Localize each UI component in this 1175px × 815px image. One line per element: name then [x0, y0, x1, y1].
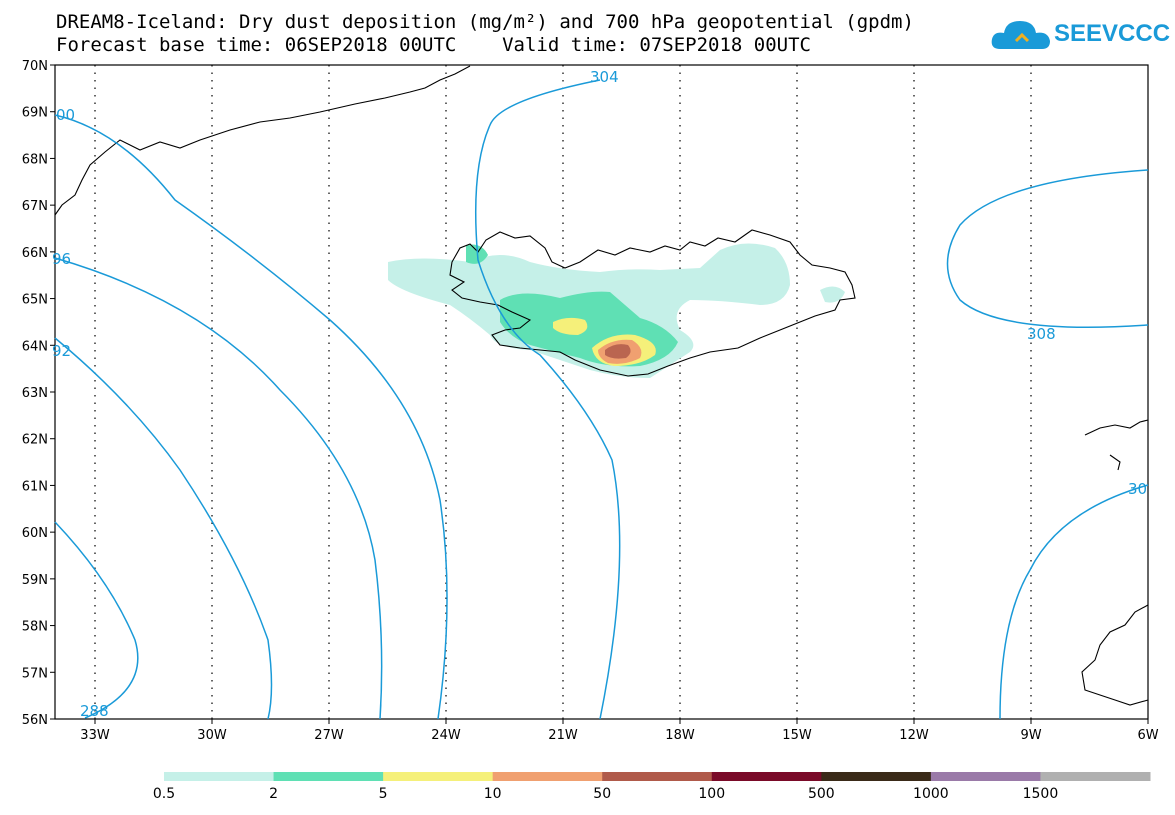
contour-292 [54, 337, 273, 720]
colorbar-label: 10 [483, 786, 502, 802]
contour-304 [475, 79, 621, 720]
contour-labels: 288 92 96 00 304 308 30 [52, 68, 1147, 720]
faroe-shetland-coast [1084, 419, 1149, 436]
colorbar-swatch [930, 772, 1041, 781]
coastlines [54, 65, 1149, 706]
lat-tick-label: 69N [22, 106, 48, 121]
seevccc-logo: SEEVCCC [990, 15, 1170, 55]
contour-300 [54, 114, 448, 720]
greenland-coastline [54, 65, 471, 216]
contour-label-304: 304 [590, 68, 619, 86]
lat-tick-label: 60N [22, 526, 48, 541]
lon-tick-label: 12W [899, 728, 929, 743]
iceland-coastline [449, 229, 856, 377]
contour-label-300-east: 30 [1128, 480, 1147, 498]
lon-tick-label: 18W [665, 728, 695, 743]
colorbar-swatch [1040, 772, 1151, 781]
contour-label-292: 92 [52, 342, 71, 360]
scotland-coastline [1081, 604, 1149, 706]
lat-tick-label: 70N [22, 59, 48, 74]
lat-tick-label: 59N [22, 573, 48, 588]
lat-tick-label: 57N [22, 666, 48, 681]
colorbar-swatch [383, 772, 494, 781]
plot-frame [54, 64, 1149, 720]
dust-deposition-field [388, 243, 845, 378]
logo-text: SEEVCCC [1054, 20, 1171, 47]
lat-tick-label: 68N [22, 152, 48, 167]
dust-area-50 [605, 344, 631, 359]
lon-tick-label: 30W [197, 728, 227, 743]
lat-tick-label: 67N [22, 199, 48, 214]
colorbar-label: 0.5 [152, 786, 176, 802]
lon-tick-label: 24W [431, 728, 461, 743]
lat-tick-label: 62N [22, 433, 48, 448]
cloud-icon [991, 21, 1050, 49]
contour-label-300: 00 [56, 106, 75, 124]
contour-308 [946, 169, 1149, 328]
contour-label-288: 288 [80, 702, 109, 720]
colorbar-label: 1000 [913, 786, 949, 802]
colorbar-swatch [602, 772, 713, 781]
dust-area-5-north [553, 317, 588, 335]
colorbar-swatch [492, 772, 603, 781]
lon-tick-label: 33W [80, 728, 110, 743]
latitude-axis: 70N 69N 68N 67N 66N 65N 64N 63N 62N 61N 60N 59N 58N 5… [22, 59, 55, 728]
lat-tick-label: 66N [22, 246, 48, 261]
colorbar-swatch [164, 772, 275, 781]
colorbar-label: 100 [698, 786, 726, 802]
contour-296 [54, 257, 383, 720]
colorbar [164, 772, 1151, 781]
shetland-coast [1109, 454, 1121, 471]
lat-tick-label: 61N [22, 479, 48, 494]
colorbar-swatch [273, 772, 384, 781]
lat-tick-label: 56N [22, 713, 48, 728]
contour-label-296: 96 [52, 250, 71, 268]
lon-tick-label: 6W [1137, 728, 1158, 743]
map-subtitle: Forecast base time: 06SEP2018 00UTC Vali… [56, 34, 811, 56]
lon-tick-label: 9W [1020, 728, 1041, 743]
contour-288 [54, 521, 139, 719]
lat-tick-label: 58N [22, 620, 48, 635]
geopotential-contours [54, 79, 1149, 720]
contour-300-east [999, 484, 1149, 720]
colorbar-label: 1500 [1022, 786, 1059, 802]
lon-tick-label: 21W [548, 728, 578, 743]
lon-tick-label: 15W [782, 728, 812, 743]
lat-tick-label: 65N [22, 293, 48, 308]
longitude-axis: 33W 30W 27W 24W 21W 18W 15W 12W 9W 6W [80, 719, 1159, 743]
contour-label-308: 308 [1027, 325, 1056, 343]
colorbar-swatch [821, 772, 932, 781]
lat-tick-label: 63N [22, 386, 48, 401]
map-title: DREAM8-Iceland: Dry dust deposition (mg/… [56, 11, 914, 33]
colorbar-swatch [711, 772, 822, 781]
colorbar-label: 2 [269, 786, 279, 802]
colorbar-label: 50 [593, 786, 612, 802]
colorbar-label: 500 [807, 786, 835, 802]
lat-tick-label: 64N [22, 339, 48, 354]
dust-area-0.5-east [820, 286, 845, 303]
colorbar-label: 5 [378, 786, 388, 802]
lon-tick-label: 27W [314, 728, 344, 743]
